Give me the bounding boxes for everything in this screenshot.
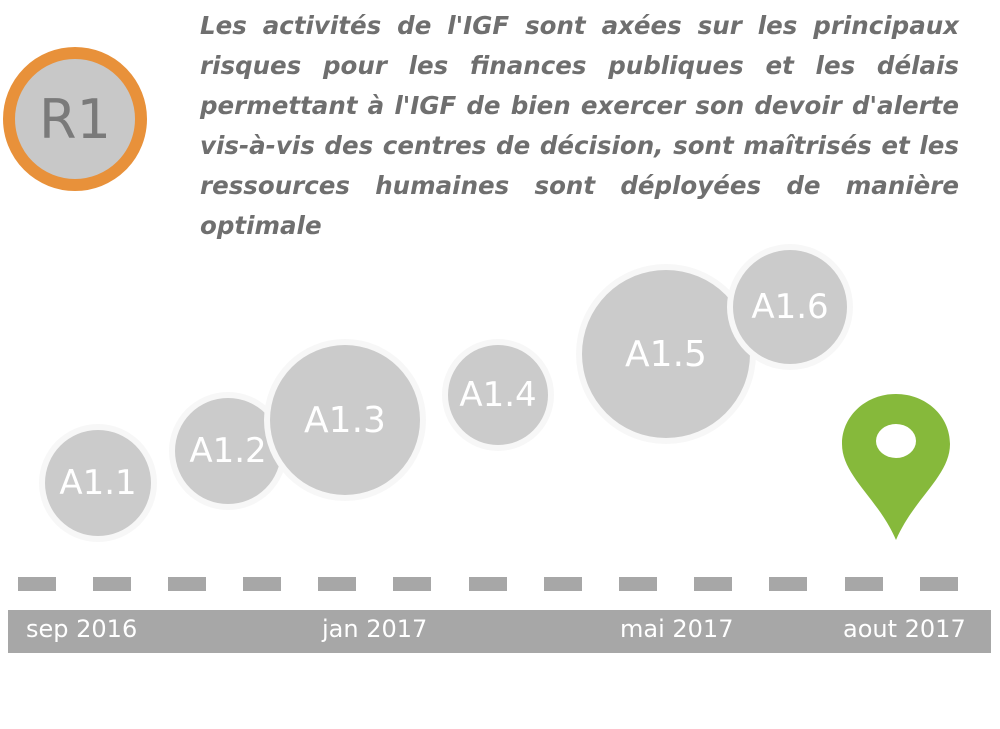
map-pin-icon <box>842 394 950 540</box>
timeline-label-mai-2017: mai 2017 <box>620 615 734 643</box>
result-description: Les activités de l'IGF sont axées sur le… <box>200 11 959 240</box>
activity-bubble-a1-6: A1.6 <box>733 250 847 364</box>
result-badge: R1 <box>3 47 147 191</box>
activity-bubble-a1-1: A1.1 <box>45 430 151 536</box>
activity-label: A1.4 <box>459 375 537 415</box>
result-label: R1 <box>39 87 111 151</box>
activity-label: A1.6 <box>751 287 829 327</box>
timeline-label-jan-2017: jan 2017 <box>322 615 428 643</box>
timeline-label-aout-2017: aout 2017 <box>843 615 966 643</box>
activity-label: A1.3 <box>304 399 386 441</box>
activity-bubble-a1-2: A1.2 <box>175 398 281 504</box>
activity-label: A1.2 <box>189 431 267 471</box>
timeline-label-sep-2016: sep 2016 <box>26 615 138 643</box>
activity-label: A1.1 <box>59 463 137 503</box>
activity-bubble-a1-4: A1.4 <box>448 345 548 445</box>
activity-bubble-a1-3: A1.3 <box>270 345 420 495</box>
activity-label: A1.5 <box>625 333 707 375</box>
timeline-bar <box>8 610 991 653</box>
activity-bubble-a1-5: A1.5 <box>582 270 750 438</box>
timeline-dashes <box>18 577 958 591</box>
